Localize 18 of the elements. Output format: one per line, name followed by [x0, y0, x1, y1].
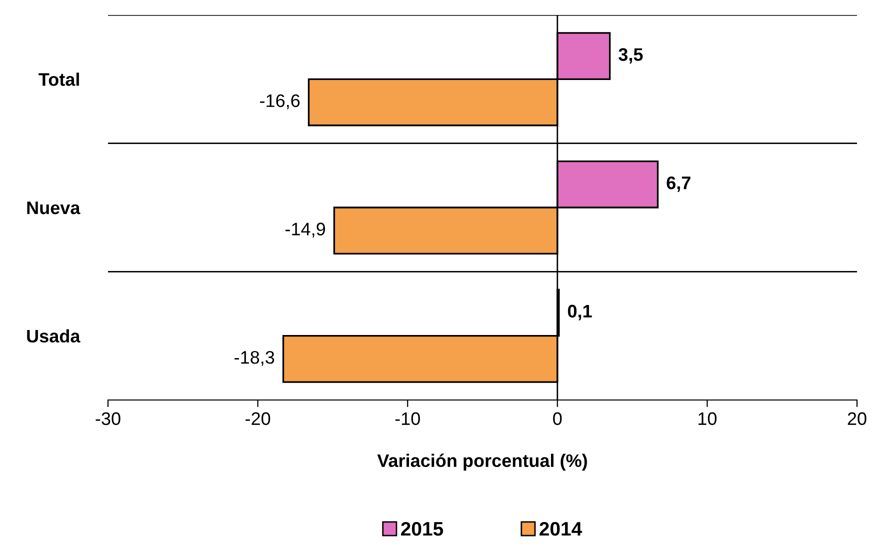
data-label: 0,1 — [568, 304, 592, 320]
data-label: -14,9 — [286, 222, 326, 238]
x-tick-label: -10 — [395, 412, 420, 426]
x-tick-label: -20 — [246, 412, 270, 426]
legend-label: 2014 — [540, 522, 582, 536]
y-tick-label: Usada — [27, 329, 80, 343]
x-tick-label: 20 — [848, 412, 866, 426]
y-tick-label: Total — [38, 72, 79, 86]
data-label: -16,6 — [260, 94, 300, 110]
x-tick-label: 10 — [698, 412, 717, 426]
legend-label: 2015 — [401, 522, 444, 536]
data-label: 6,7 — [666, 176, 690, 192]
data-label: 3,5 — [618, 48, 643, 64]
x-tick-label: 0 — [553, 412, 562, 426]
y-tick-label: Nueva — [27, 202, 80, 214]
x-tick-label: -30 — [96, 412, 120, 426]
data-label: -18,3 — [234, 350, 274, 366]
x-axis-title: Variación porcentual (%) — [377, 454, 587, 471]
